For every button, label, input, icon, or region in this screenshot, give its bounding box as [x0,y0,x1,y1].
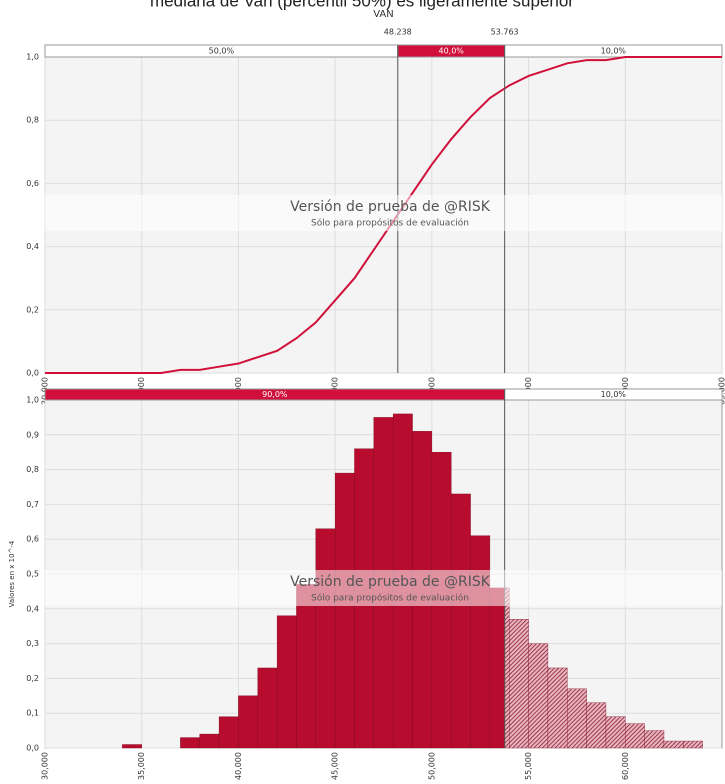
histogram-bar [315,528,336,749]
y-tick-label: 0,0 [26,369,39,378]
y-tick-label: 0,8 [26,465,39,474]
y-tick-label: 0,2 [26,305,39,314]
marker-label: 48.238 [384,28,412,37]
marker-label: 53.763 [491,28,519,37]
y-tick-label: 0,1 [26,709,39,718]
histogram-bar [605,716,626,749]
y-tick-label: 0,5 [26,570,39,579]
histogram-bar [547,667,568,749]
histogram-bar [218,716,239,749]
x-tick-label: 35,000 [137,752,146,780]
y-tick-label: 0,2 [26,674,39,683]
y-tick-label: 0,6 [26,179,39,188]
watermark-note: Sólo para propósitos de evaluación [311,218,469,229]
x-tick-label: 60,000 [621,752,630,780]
x-tick-label: 40,000 [234,752,243,780]
histogram-bar [683,740,703,749]
watermark-band [45,570,722,606]
histogram-bar [122,744,142,749]
histogram-bar [276,615,297,749]
histogram-bar [451,493,471,749]
band-label: 50,0% [209,47,235,56]
histogram-bar [509,619,529,749]
x-tick-label: 30,000 [41,752,50,780]
histogram-bar [586,702,607,749]
chart-title: VAN [373,9,394,20]
x-tick-label: 50,000 [427,752,436,780]
band-label: 40,0% [438,47,464,56]
watermark-note: Sólo para propósitos de evaluación [311,593,469,604]
histogram-bar [567,688,587,749]
y-tick-label: 0,4 [26,242,39,251]
y-tick-label: 0,9 [26,430,39,439]
histogram-bar [199,733,220,749]
histogram-bar [257,667,278,749]
y-tick-label: 0,3 [26,639,39,648]
histogram-bar [180,737,200,749]
histogram-bar [528,643,549,749]
histogram-bar [644,730,665,749]
y-tick-label: 0,7 [26,500,39,509]
histogram-bar [504,587,510,749]
x-tick-label: 55,000 [524,752,533,780]
histogram-bar [663,740,684,749]
histogram-bar [296,584,317,749]
y-tick-label: 0,6 [26,535,39,544]
band-label: 10,0% [601,390,627,399]
watermark-title: Versión de prueba de @RISK [290,199,491,215]
x-tick-label: 45,000 [331,752,340,780]
y-tick-label: 0,8 [26,116,39,125]
band-label: 10,0% [601,47,627,56]
watermark-band [45,195,722,231]
band-label: 90,0% [262,390,288,399]
histogram-bar [334,472,355,749]
y-tick-label: 0,4 [26,604,39,613]
y-tick-label: 1,0 [26,396,39,405]
y-tick-label: 0,0 [26,744,39,753]
y-tick-label: 1,0 [26,53,39,62]
watermark-title: Versión de prueba de @RISK [290,574,491,590]
histogram-bar [470,535,491,749]
histogram-bar [238,695,258,749]
cdf-line [45,56,722,374]
histogram-bar [625,723,645,749]
y-axis-label: Valores en x 10^-4 [8,540,16,607]
histogram-bar [489,587,505,749]
caption: mediana de Van (percentil 50%) es ligera… [150,0,574,10]
